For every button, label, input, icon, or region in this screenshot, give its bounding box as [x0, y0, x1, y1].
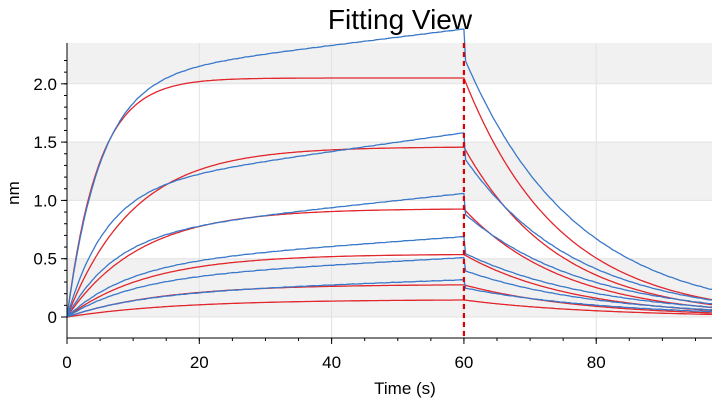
measured-curve	[66, 132, 712, 318]
x-axis-label: Time (s)	[374, 379, 436, 398]
y-tick-label: 1.0	[33, 191, 57, 210]
fit-curve	[66, 146, 712, 318]
y-tick-label: 1.5	[33, 133, 57, 152]
axes	[61, 43, 712, 344]
plot-band	[67, 43, 712, 84]
x-tick-label: 0	[62, 353, 71, 372]
fit-curve	[66, 253, 712, 318]
measured-curve	[66, 192, 712, 318]
tick-labels: 0 0.5 1.0 1.5 2.0 0 20 40 60 80	[33, 75, 605, 372]
x-tick-label: 80	[587, 353, 606, 372]
x-tick-label: 40	[322, 353, 341, 372]
plot-band	[67, 142, 712, 201]
x-tick-label: 20	[190, 353, 209, 372]
measured-curve	[66, 279, 712, 318]
y-tick-label: 0	[48, 308, 57, 327]
y-tick-label: 0.5	[33, 250, 57, 269]
fit-curve	[66, 77, 712, 318]
y-axis-label: nm	[4, 181, 23, 205]
series-lines	[66, 28, 712, 318]
y-tick-label: 2.0	[33, 75, 57, 94]
plot-background	[67, 43, 712, 338]
x-tick-label: 60	[454, 353, 473, 372]
chart-title: Fitting View	[328, 4, 473, 35]
measured-curve	[66, 236, 712, 318]
fit-curve	[66, 299, 712, 318]
fit-curve	[66, 208, 712, 318]
measured-curve	[66, 256, 712, 318]
measured-curve	[66, 28, 712, 318]
